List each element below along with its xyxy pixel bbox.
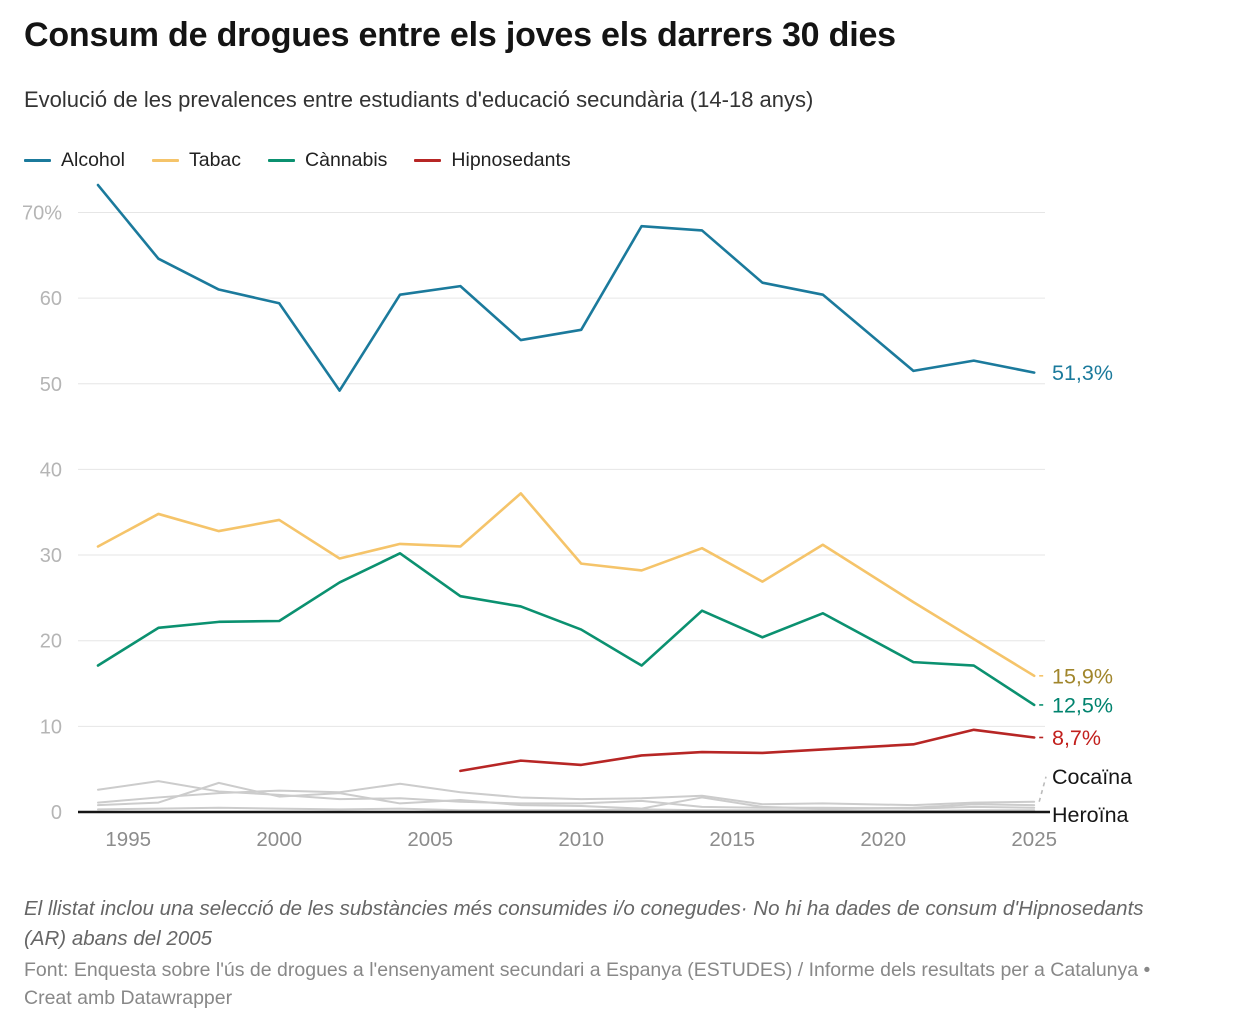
legend-item-alcohol: Alcohol xyxy=(24,149,125,172)
legend-item-cannabis: Cànnabis xyxy=(268,149,387,172)
legend-label: Tabac xyxy=(188,149,242,171)
legend-label: Alcohol xyxy=(61,149,125,171)
y-tick-label: 30 xyxy=(40,545,62,567)
x-tick-label: 2025 xyxy=(1011,828,1057,851)
y-tick-label: 0 xyxy=(51,802,62,824)
line-gray-1 xyxy=(97,780,1036,810)
end-label-cannabis: 12,5% xyxy=(1052,693,1113,717)
legend-swatch xyxy=(151,159,179,162)
end-label-cocaina: Cocaïna xyxy=(1052,765,1132,789)
x-tick-label: 1995 xyxy=(105,828,151,851)
legend-label: Hipnosedants xyxy=(451,149,571,171)
chart-svg: 0 10 20 30 40 50 60 70% 1995 2000 2005 2010 2015 2020… xyxy=(22,183,1132,851)
x-tick-label: 2000 xyxy=(256,828,302,851)
chart: 0 10 20 30 40 50 60 70% 1995 2000 2005 2010 2015 2020… xyxy=(0,180,1240,870)
chart-note: El llistat inclou una selecció de les su… xyxy=(24,897,1144,950)
y-tick-label: 10 xyxy=(40,716,62,738)
page-subtitle: Evolució de les prevalences entre estudi… xyxy=(24,87,814,112)
legend: Alcohol Tabac Cànnabis Hipnosedants xyxy=(24,149,571,172)
end-label-tabac: 15,9% xyxy=(1052,664,1113,688)
end-label-alcohol: 51,3% xyxy=(1052,361,1113,385)
end-label-connector-cocaina xyxy=(1038,776,1047,802)
line-hipnosedants xyxy=(459,728,1036,773)
y-tick-label: 40 xyxy=(40,459,62,481)
x-tick-label: 2020 xyxy=(860,828,906,851)
end-label-heroina: Heroïna xyxy=(1052,803,1129,827)
line-alcohol xyxy=(96,183,1036,392)
line-cannabis xyxy=(96,552,1036,707)
x-tick-label: 2015 xyxy=(709,828,755,851)
legend-swatch xyxy=(268,159,296,162)
y-tick-label: 50 xyxy=(40,374,62,396)
page-title: Consum de drogues entre els joves els da… xyxy=(24,16,896,54)
chart-source: Font: Enquesta sobre l'ús de drogues a l… xyxy=(24,959,1151,1009)
line-cocaina xyxy=(97,782,1036,807)
y-tick-label: 20 xyxy=(40,631,62,653)
line-heroina xyxy=(97,806,1036,813)
end-label-hipnosedants: 8,7% xyxy=(1052,726,1101,750)
legend-item-tabac: Tabac xyxy=(151,149,242,172)
legend-label: Cànnabis xyxy=(305,149,388,171)
x-tick-label: 2010 xyxy=(558,828,604,851)
legend-swatch xyxy=(414,159,442,162)
x-tick-label: 2005 xyxy=(407,828,453,851)
line-tabac xyxy=(96,492,1036,678)
legend-swatch xyxy=(24,159,51,162)
y-tick-label: 70% xyxy=(22,202,62,224)
y-tick-label: 60 xyxy=(40,288,62,310)
legend-item-hipnosedants: Hipnosedants xyxy=(414,149,571,172)
